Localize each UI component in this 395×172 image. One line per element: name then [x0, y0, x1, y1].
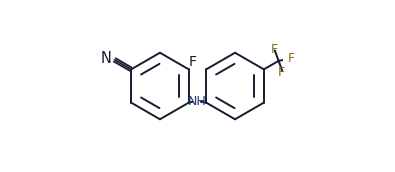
Text: F: F [189, 55, 197, 69]
Text: F: F [288, 52, 295, 65]
Text: N: N [100, 51, 111, 66]
Text: F: F [271, 42, 278, 56]
Text: F: F [278, 66, 285, 79]
Text: NH: NH [187, 95, 206, 108]
